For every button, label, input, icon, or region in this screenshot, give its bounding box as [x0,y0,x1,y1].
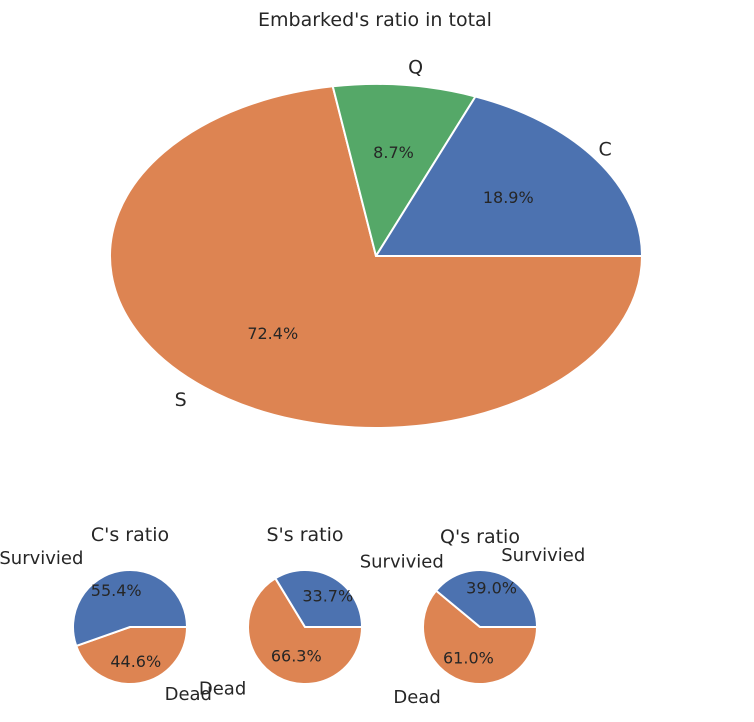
c-pie-title: C's ratio [91,524,169,546]
pie-slice-dead [247,577,363,685]
q-pie-title: Q's ratio [440,526,520,548]
slice-percent-survivied: 39.0% [466,578,517,597]
pie-slice-dead [422,589,538,685]
slice-percent-q: 8.7% [373,143,414,162]
pie-slice-survivied [435,569,538,628]
slice-label-dead: Dead [393,687,440,708]
slice-percent-survivied: 33.7% [302,587,353,606]
pie-slice-c [375,95,643,257]
slice-percent-dead: 66.3% [271,646,322,665]
pie-slice-survivied [274,569,363,628]
embarked-total-pie: Embarked's ratio in total C 18.9% Q 8.7% S 72… [109,9,643,429]
pie-slice-q [331,83,477,257]
s-ratio-pie: S's ratio Survivied 33.7% Dead 66.3% [199,524,444,700]
slice-percent-dead: 44.6% [110,652,161,671]
main-pie-title: Embarked's ratio in total [258,9,492,31]
slice-label-dead: Dead [199,679,246,700]
slice-label-c: C [599,139,612,161]
slice-percent-c: 18.9% [483,188,534,207]
slice-label-s: S [175,389,187,411]
slice-label-survivied: Survivied [501,545,585,566]
slice-label-q: Q [408,56,423,78]
slice-label-survivied: Survivied [360,551,444,572]
slice-percent-dead: 61.0% [443,649,494,668]
pie-slice-s [109,85,643,429]
slice-label-dead: Dead [165,684,212,705]
pie-slice-dead [75,626,188,685]
slice-percent-s: 72.4% [247,324,298,343]
slice-percent-survivied: 55.4% [91,581,142,600]
pie-slice-survivied [72,569,188,647]
slice-label-survivied: Survivied [0,548,83,569]
s-pie-title: S's ratio [266,524,343,546]
